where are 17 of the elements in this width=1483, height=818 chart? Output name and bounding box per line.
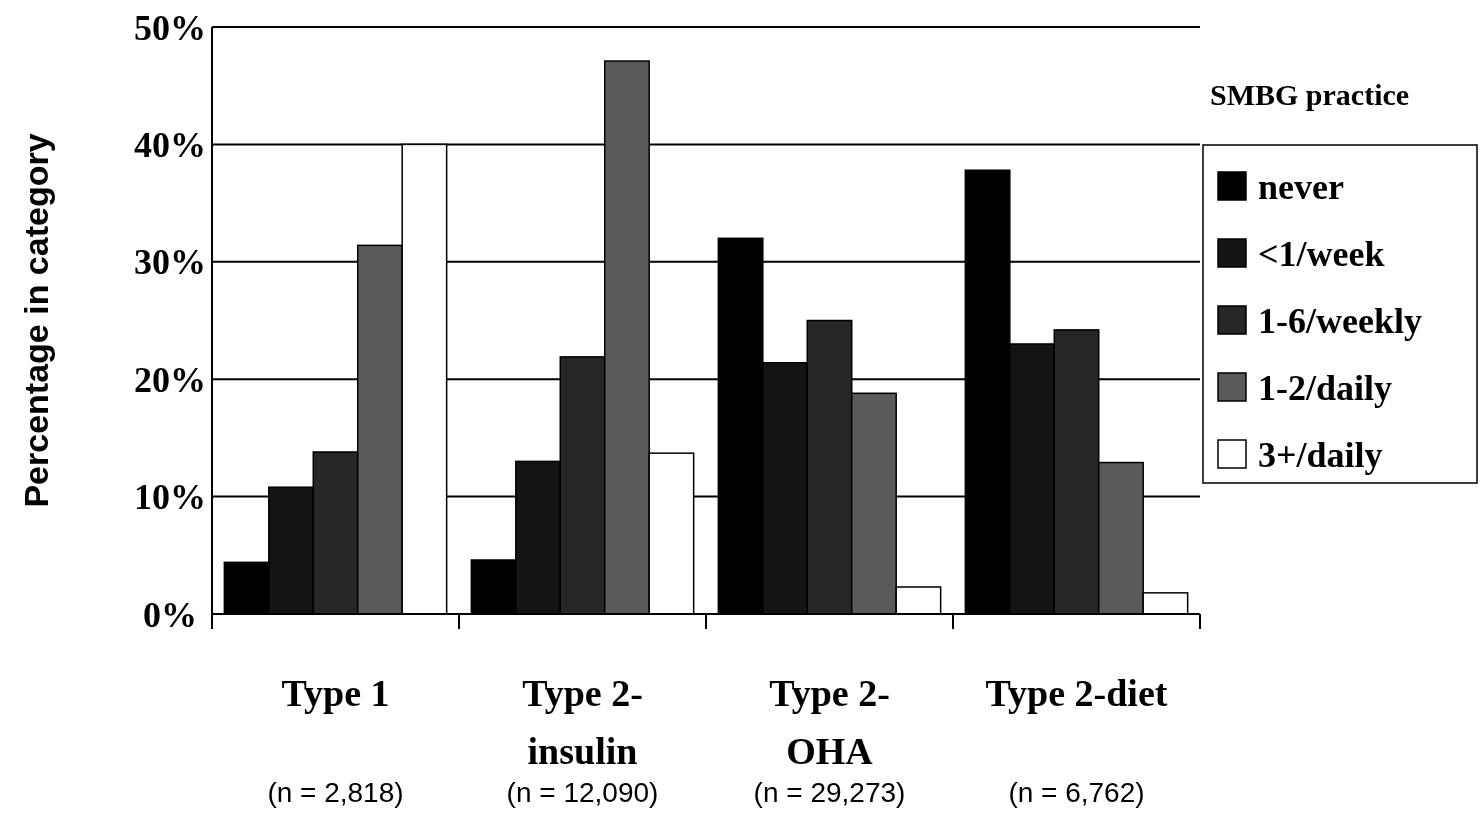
category-label: Type 1 (n = 2,818): [267, 672, 404, 808]
legend-label: never: [1258, 166, 1344, 207]
legend-label: 1-6/weekly: [1258, 300, 1422, 341]
x-tick-label: Type 2- OHA (n = 29,273): [753, 672, 906, 808]
legend-title: SMBG practice: [1210, 78, 1410, 111]
y-tick-label: 10%: [134, 477, 206, 518]
y-tick-label: 0%: [143, 594, 197, 635]
legend-label: <1/week: [1258, 233, 1385, 274]
category-label: Type 2-diet (n = 6,762): [985, 672, 1168, 808]
legend-label: 1-2/daily: [1258, 367, 1393, 408]
y-tick-label: 40%: [134, 125, 206, 165]
x-tick-label: Type 2- insulin (n = 12,090): [506, 672, 659, 808]
y-tick-label: 30%: [134, 242, 206, 283]
y-axis-title: Percentage in category: [17, 133, 55, 508]
y-tick-label: 20%: [134, 359, 206, 400]
legend-label: 3+/daily: [1258, 434, 1383, 475]
y-tick-label: 50%: [134, 7, 206, 48]
